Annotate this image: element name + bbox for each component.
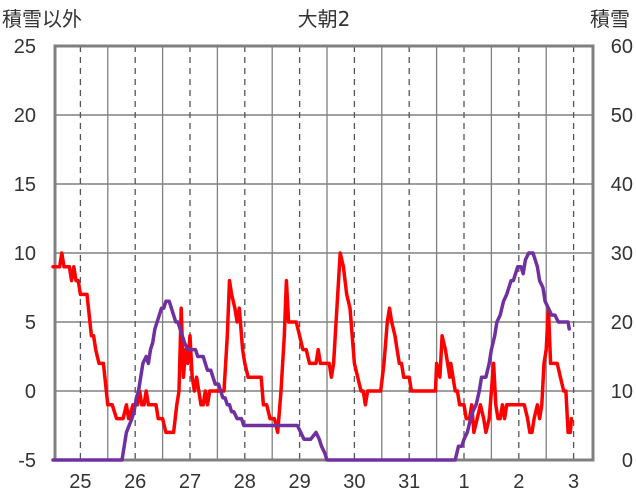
right-tick-label: 60 [611, 36, 633, 58]
x-tick-label: 30 [343, 471, 365, 493]
left-axis-title: 積雪以外 [2, 7, 82, 31]
x-tick-label: 29 [288, 471, 310, 493]
left-tick-label: 20 [14, 105, 36, 127]
left-tick-label: 25 [14, 36, 36, 58]
chart-title: 大朝2 [298, 7, 351, 31]
x-axis-tick-labels: 25 26 27 28 29 30 31 1 2 3 [69, 471, 579, 493]
right-axis-title: 積雪 [590, 7, 630, 31]
x-tick-label: 28 [234, 471, 256, 493]
x-tick-label: 25 [69, 471, 91, 493]
right-axis-tick-labels: 60 50 40 30 20 10 0 [611, 36, 633, 472]
right-tick-label: 10 [611, 381, 633, 403]
left-tick-label: 15 [14, 174, 36, 196]
x-tick-label: 3 [568, 471, 579, 493]
left-tick-label: 0 [25, 381, 36, 403]
right-tick-label: 20 [611, 312, 633, 334]
x-tick-label: 1 [458, 471, 469, 493]
x-tick-label: 26 [124, 471, 146, 493]
series-line-red [51, 251, 574, 435]
plot-frame [53, 44, 595, 462]
right-tick-label: 50 [611, 105, 633, 127]
left-tick-label: 10 [14, 243, 36, 265]
right-tick-label: 0 [622, 450, 633, 472]
series-layer [51, 251, 574, 462]
x-tick-label: 31 [398, 471, 420, 493]
series-line-purple [51, 251, 571, 462]
left-tick-label: 5 [25, 312, 36, 334]
gridlines [55, 46, 593, 460]
x-tick-label: 2 [513, 471, 524, 493]
right-tick-label: 30 [611, 243, 633, 265]
left-axis-tick-labels: 25 20 15 10 5 0 -5 [14, 36, 36, 472]
x-tick-label: 27 [179, 471, 201, 493]
left-tick-label: -5 [18, 450, 36, 472]
right-tick-label: 40 [611, 174, 633, 196]
